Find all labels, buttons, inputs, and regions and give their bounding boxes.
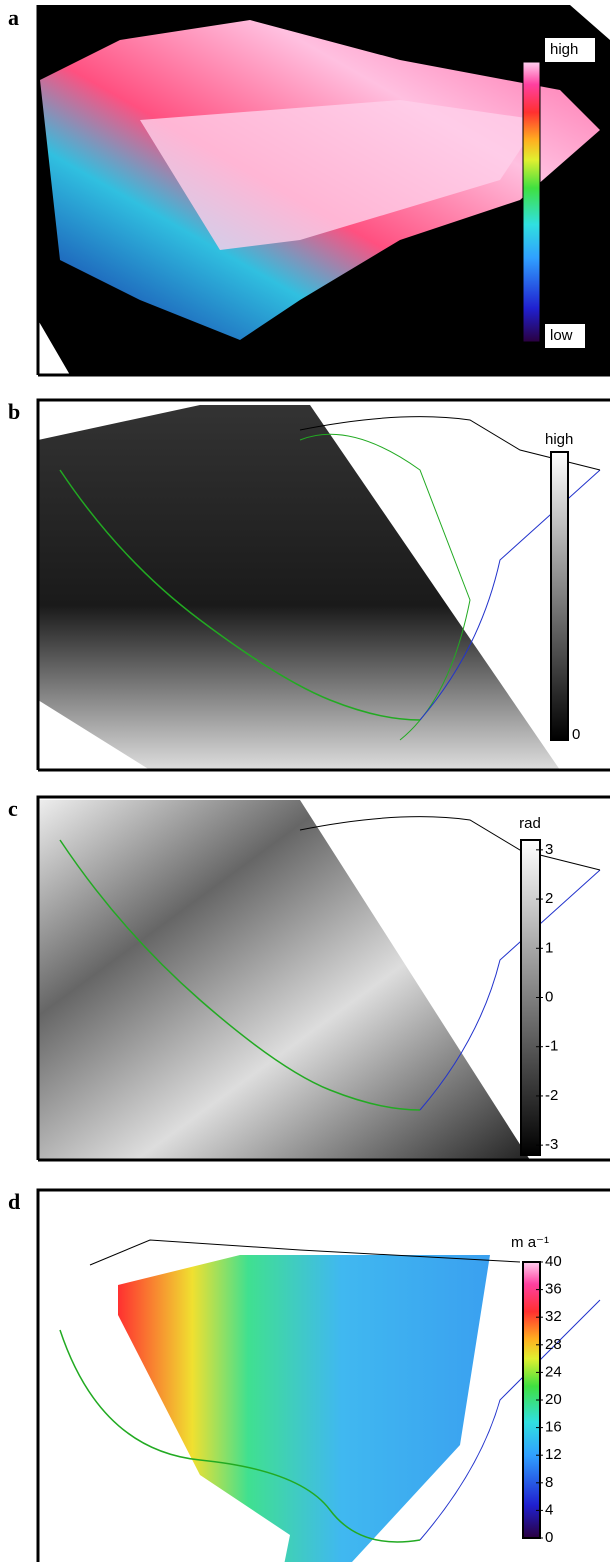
panel-label: d <box>8 1189 20 1214</box>
image-field <box>38 405 560 770</box>
colorbar-tick-label: -3 <box>545 1136 558 1153</box>
panel-label: c <box>8 796 18 821</box>
colorbar-tick-label: 16 <box>545 1419 562 1436</box>
figure: high low high 0 rad 3210-1-2-3 m a⁻¹ 403… <box>0 0 610 1562</box>
colorbar-tick-label: 0 <box>545 988 553 1005</box>
colorbar-tick-label: 0 <box>545 1529 553 1546</box>
colorbar-top-label: high <box>545 431 573 448</box>
colorbar-tick-label: -2 <box>545 1087 558 1104</box>
colorbar-unit: rad <box>519 815 541 832</box>
colorbar-tick-label: 36 <box>545 1281 562 1298</box>
colorbar-tick-label: 20 <box>545 1391 562 1408</box>
colorbar-tick-label: 2 <box>545 890 553 907</box>
colorbar-tick-label: 3 <box>545 841 553 858</box>
image-field <box>38 800 530 1160</box>
colorbar-tick-label: -1 <box>545 1038 558 1055</box>
page: {"panels": [ {"label": "a", "colorbar": … <box>0 0 610 1562</box>
colorbar <box>523 62 540 342</box>
panel-a: high low <box>38 5 610 375</box>
colorbar-tick-label: 8 <box>545 1474 553 1491</box>
colorbar-bottom-label: low <box>550 327 573 344</box>
image-field <box>118 1255 490 1562</box>
colorbar-tick-label: 24 <box>545 1363 562 1380</box>
panel-label: a <box>8 5 19 30</box>
colorbar-tick-label: 28 <box>545 1336 562 1353</box>
panel-label: b <box>8 399 20 424</box>
colorbar-tick-label: 32 <box>545 1308 562 1325</box>
coastline <box>300 817 600 870</box>
colorbar-tick-label: 12 <box>545 1446 562 1463</box>
colorbar-tick-label: 4 <box>545 1501 553 1518</box>
colorbar-top-label: high <box>550 41 578 58</box>
panel-c: rad 3 2 1 0 -1 -2 -3 <box>38 797 610 1160</box>
colorbar-tick-label: 1 <box>545 939 553 956</box>
colorbar-tick-label: 40 <box>545 1253 562 1270</box>
colorbar-bottom-label: 0 <box>572 726 580 743</box>
colorbar-unit: m a⁻¹ <box>511 1234 549 1251</box>
panel-b: high 0 <box>38 400 610 770</box>
colorbar <box>551 452 568 740</box>
